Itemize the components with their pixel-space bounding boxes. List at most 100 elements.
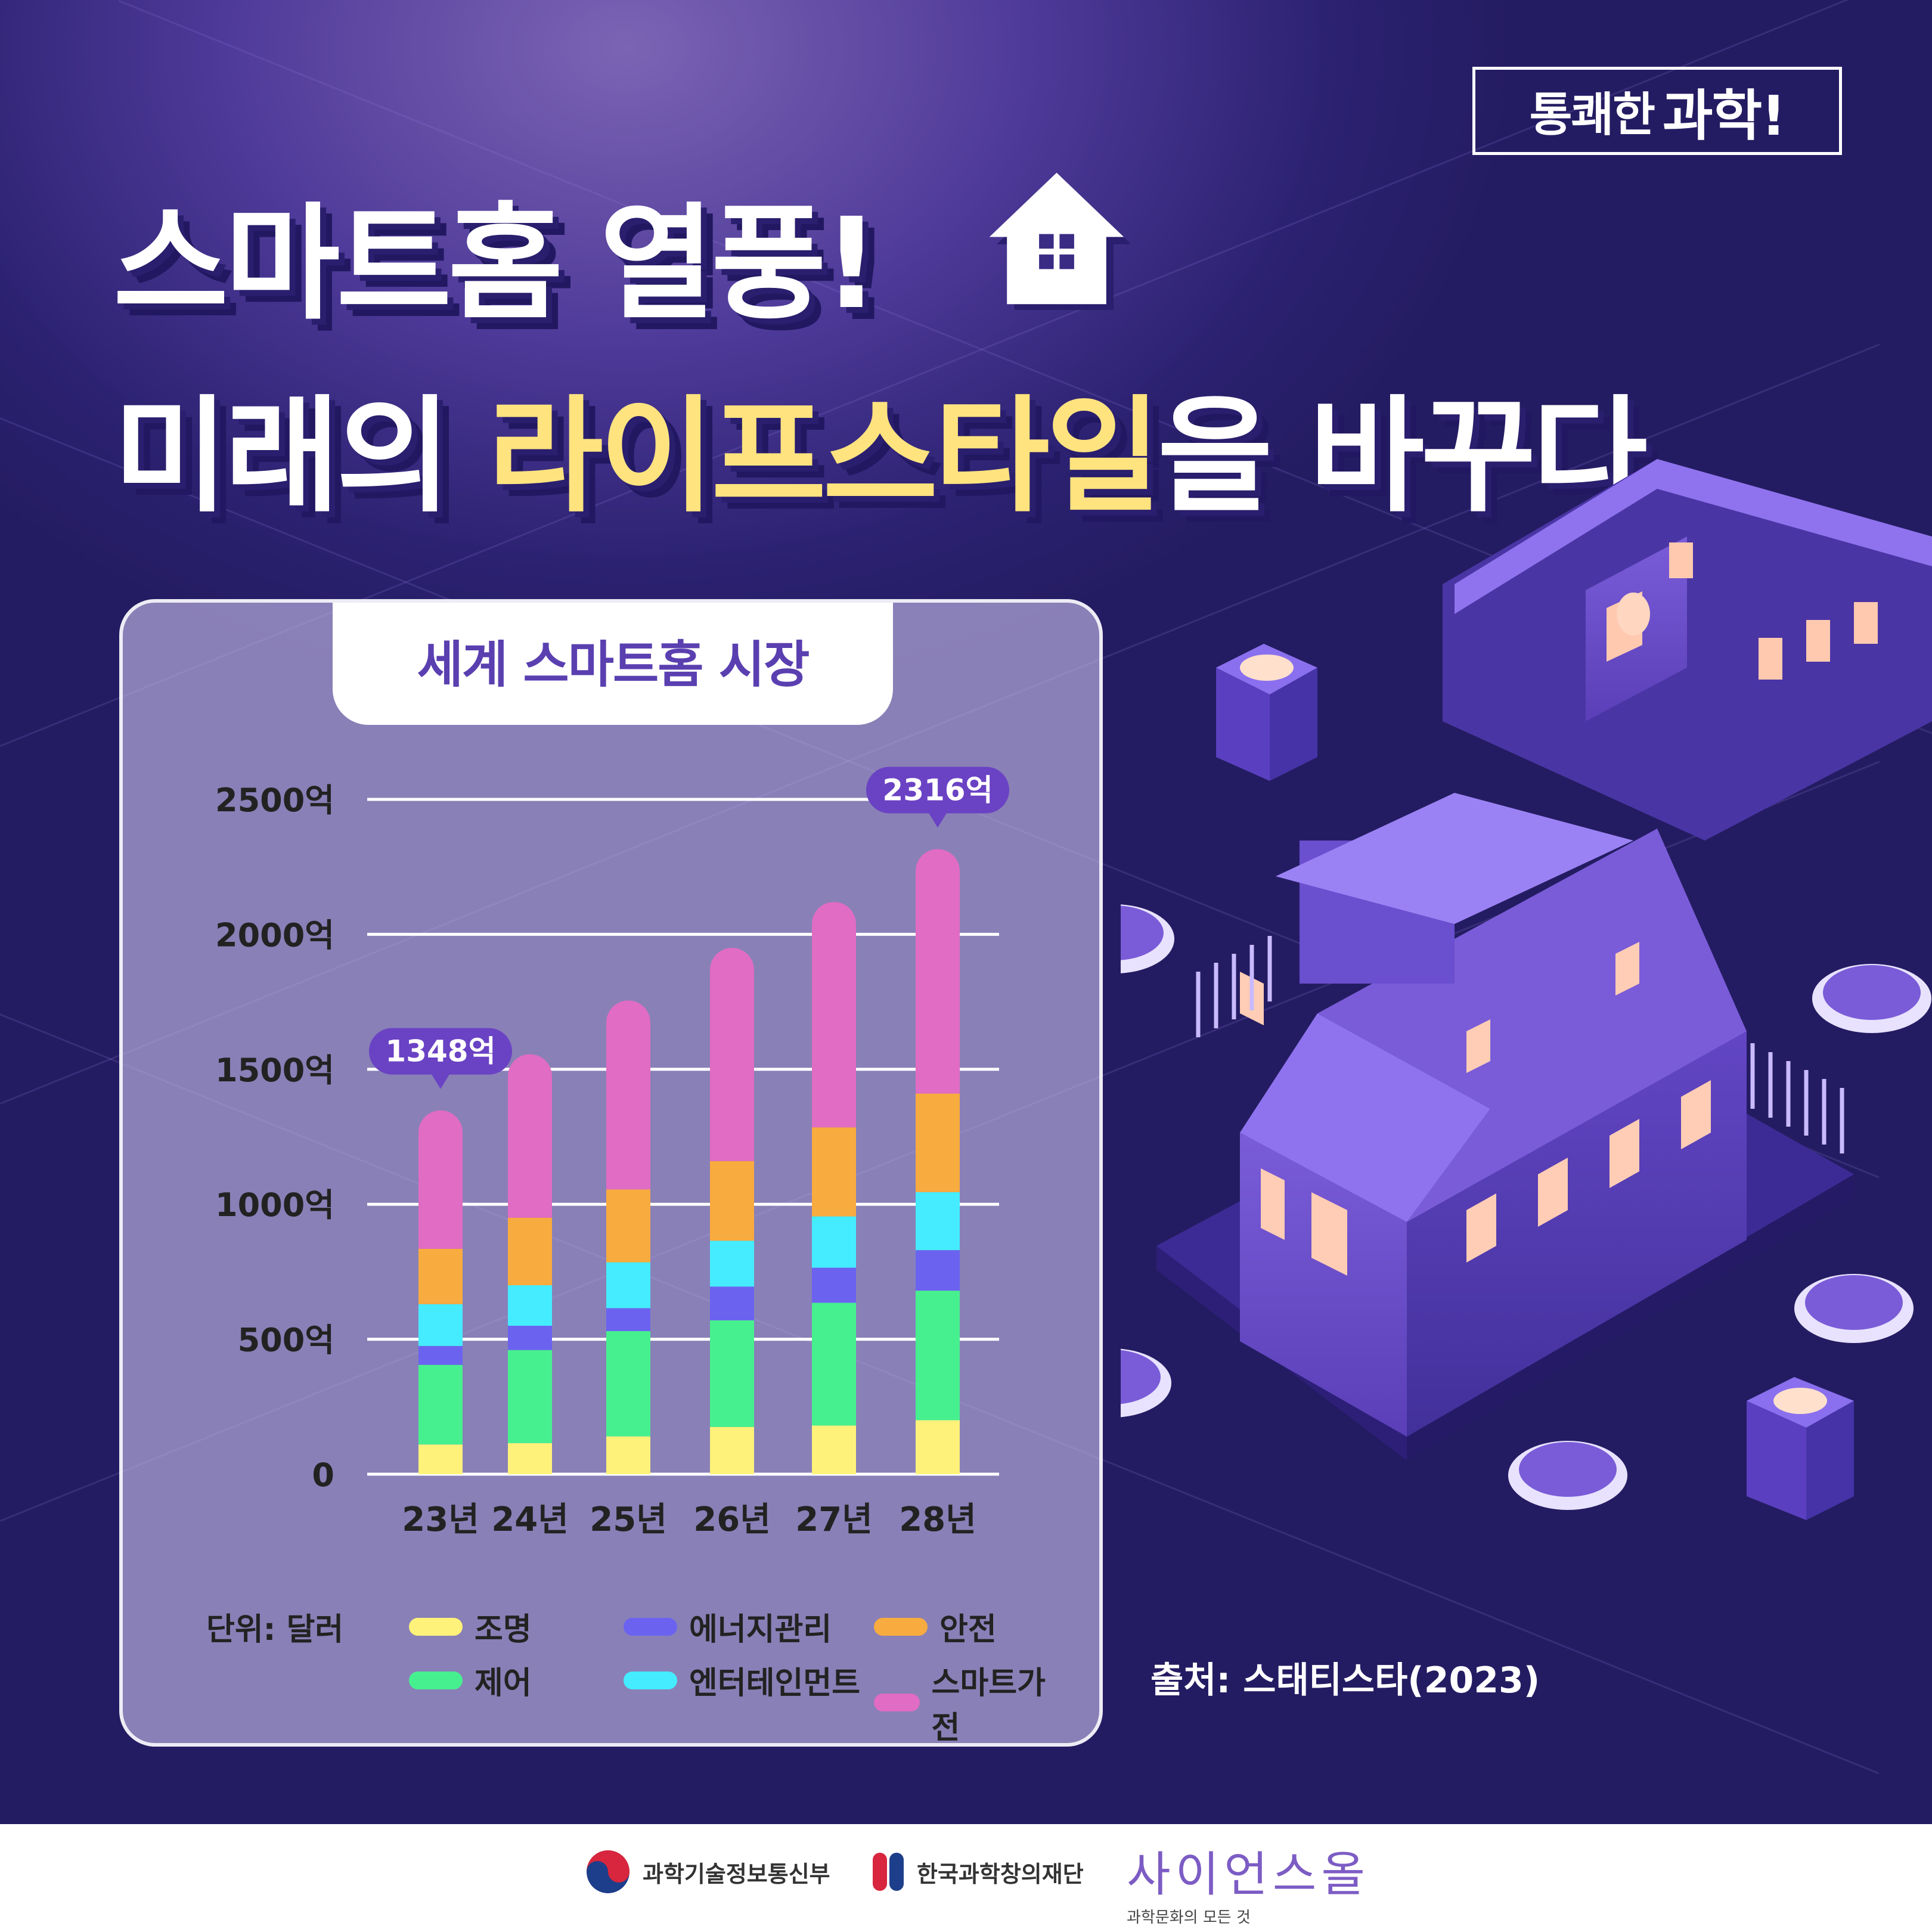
legend-item-energy: 에너지관리 xyxy=(624,1604,832,1649)
x-tick-label: 25년 xyxy=(590,1500,666,1539)
brand-part2: 과학! xyxy=(1663,83,1786,148)
chart-title: 세계 스마트홈 시장 xyxy=(417,635,810,694)
bar-segment xyxy=(710,948,754,1161)
legend-item-safety: 안전 xyxy=(874,1604,997,1649)
bar-segment xyxy=(418,1304,463,1346)
callout-bubble xyxy=(866,767,1009,814)
x-tick-label: 23년 xyxy=(402,1500,479,1539)
legend-item-appliance: 스마트가전 xyxy=(874,1658,1053,1746)
x-tick-label: 24년 xyxy=(491,1500,568,1539)
bar-segment xyxy=(418,1345,463,1365)
bar-segment xyxy=(710,1286,754,1320)
callout-bubble xyxy=(369,1028,512,1075)
y-tick-label: 1500억 xyxy=(215,1052,334,1089)
bar-segment xyxy=(606,1189,650,1263)
legend-swatch xyxy=(624,1671,677,1689)
headline-highlight: 라이프스타일 xyxy=(488,383,1161,529)
bar-segment xyxy=(916,1093,960,1192)
legend-label: 엔터테인먼트 xyxy=(689,1666,861,1701)
house-icon xyxy=(989,172,1130,310)
legend-label: 에너지관리 xyxy=(689,1612,832,1648)
bar-segment xyxy=(508,1054,552,1218)
bar-segment xyxy=(812,1425,856,1474)
bar-segment xyxy=(418,1444,463,1474)
bar-segment xyxy=(418,1365,463,1445)
stacked-bar-chart: 0 500억 1000억 1500억 2000억 2500억 23년 24년 25년 26년 27년… xyxy=(215,767,1009,1539)
org-msit: 과학기술정보통신부 xyxy=(584,1848,830,1896)
headline-line2-pre: 미래의 xyxy=(113,383,488,529)
bar-segment xyxy=(710,1320,754,1427)
legend-label: 스마트가전 xyxy=(931,1666,1046,1746)
scienceall-logo: 사이언스올 xyxy=(1127,1847,1370,1902)
y-tick-label: 1000억 xyxy=(215,1186,334,1224)
footer-bar: 과학기술정보통신부 한국과학창의재단 사이언스올 과학문화의 모든 것 xyxy=(0,1824,1932,1932)
callout-pointer xyxy=(928,812,947,828)
bar-segment xyxy=(508,1217,552,1286)
org-scienceall: 사이언스올 과학문화의 모든 것 xyxy=(1127,1836,1370,1927)
chart-panel: 0 500억 1000억 1500억 2000억 2500억 23년 24년 25년 26년 27년… xyxy=(119,599,1103,1747)
bar-segment xyxy=(418,1110,463,1249)
y-tick-label: 0 xyxy=(312,1456,334,1494)
bar-segment xyxy=(916,1420,960,1474)
bar-stack xyxy=(710,948,754,1474)
brand-logo: 통쾌한 과학! xyxy=(1472,67,1842,155)
bar-stack xyxy=(418,1110,463,1474)
bar-segment xyxy=(916,1250,960,1291)
legend-label: 안전 xyxy=(939,1612,997,1648)
bar-segment xyxy=(916,1192,960,1251)
callout-pointer xyxy=(431,1073,450,1089)
smart-house-illustration xyxy=(1121,459,1932,1520)
bar-stack xyxy=(606,1000,650,1474)
y-tick-label: 2500억 xyxy=(215,782,334,819)
headline-line2: 미래의 라이프스타일을 바꾸다 xyxy=(113,355,1648,536)
bar-segment xyxy=(508,1350,552,1443)
bar-segment xyxy=(606,1436,650,1474)
bar-segment xyxy=(508,1325,552,1350)
bar-stack xyxy=(916,849,960,1474)
bar-segment xyxy=(916,849,960,1094)
org-msit-name: 과학기술정보통신부 xyxy=(643,1860,830,1887)
bar-segment xyxy=(710,1241,754,1287)
bar-segment xyxy=(916,1291,960,1421)
org-kofac-name: 한국과학창의재단 xyxy=(917,1860,1084,1887)
legend-item-lighting: 조명 xyxy=(409,1604,532,1649)
x-tick-label: 27년 xyxy=(795,1500,872,1539)
headline-line2-post: 을 바꾸다 xyxy=(1157,383,1648,529)
org-kofac: 한국과학창의재단 xyxy=(870,1848,1084,1896)
headline-line1: 스마트홈 열풍! xyxy=(113,191,880,337)
bar-segment xyxy=(508,1443,552,1474)
bar-segment xyxy=(812,902,856,1128)
legend-swatch xyxy=(409,1617,463,1636)
chart-title-tab: 세계 스마트홈 시장 xyxy=(333,603,893,725)
bar-segment xyxy=(710,1161,754,1241)
chart-legend: 단위: 달러 조명 에너지관리 안전 제어 엔터테인먼트 스마트가전 xyxy=(206,1604,1053,1743)
legend-label: 조명 xyxy=(475,1612,532,1648)
bar-segment xyxy=(508,1285,552,1326)
y-tick-label: 500억 xyxy=(238,1322,334,1359)
callout-label: 1348억 xyxy=(385,1034,495,1069)
bar-segment xyxy=(812,1216,856,1268)
x-tick-label: 26년 xyxy=(693,1500,770,1539)
legend-label: 제어 xyxy=(475,1666,532,1701)
y-tick-label: 2000억 xyxy=(215,916,334,954)
bar-segment xyxy=(606,1331,650,1437)
bar-segment xyxy=(606,1000,650,1190)
x-tick-label: 28년 xyxy=(899,1500,976,1539)
scienceall-tagline: 과학문화의 모든 것 xyxy=(1127,1909,1251,1927)
callout-label: 2316억 xyxy=(882,773,993,807)
bar-segment xyxy=(812,1267,856,1303)
bar-segment xyxy=(812,1303,856,1426)
legend-swatch xyxy=(874,1694,920,1711)
bar-segment xyxy=(606,1262,650,1308)
bar-segment xyxy=(710,1426,754,1474)
bar-segment xyxy=(606,1308,650,1332)
legend-swatch xyxy=(874,1617,928,1636)
unit-label: 단위: 달러 xyxy=(206,1612,344,1648)
brand-part1: 통쾌한 xyxy=(1529,88,1655,142)
taegeuk-icon xyxy=(587,1850,629,1893)
legend-swatch xyxy=(409,1671,463,1689)
kofac-icon xyxy=(873,1853,904,1891)
legend-item-control: 제어 xyxy=(409,1658,532,1702)
bar-stack xyxy=(812,902,856,1474)
bar-segment xyxy=(812,1127,856,1217)
